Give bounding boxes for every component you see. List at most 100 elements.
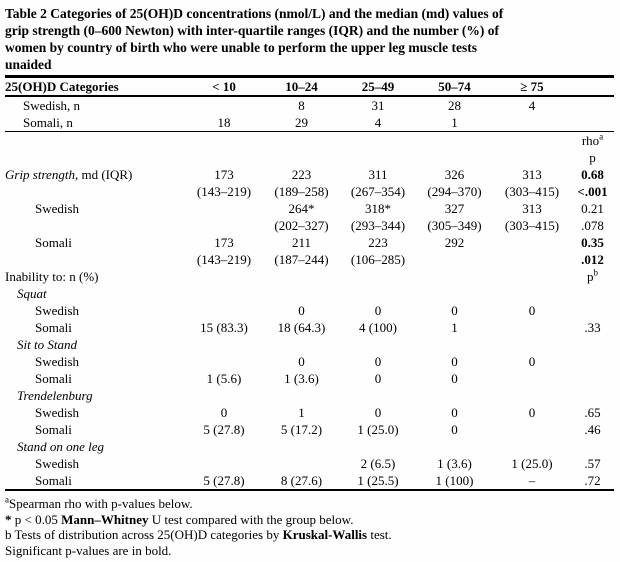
data-cell xyxy=(340,438,416,455)
table-row-swedish-n: Swedish, n 8 31 28 4 xyxy=(5,96,614,114)
data-cell: 0 xyxy=(451,405,458,420)
data-cell: 313 xyxy=(522,167,542,182)
data-cell xyxy=(185,217,263,234)
data-cell: 28 xyxy=(448,98,461,113)
section-label: Trendelenburg xyxy=(17,388,93,403)
footnote-star-bold: Mann–Whitney xyxy=(61,511,149,527)
data-cell xyxy=(416,251,493,268)
data-cell: 0 xyxy=(374,303,382,318)
data-cell: (187–244) xyxy=(274,252,329,267)
header-col-ge75: ≥ 75 xyxy=(493,76,571,97)
data-cell: 29 xyxy=(263,114,340,132)
stat-cell: .012 xyxy=(581,252,604,267)
data-cell xyxy=(493,132,571,150)
footnote-a-superscript: a xyxy=(5,494,9,505)
data-cell xyxy=(416,336,493,353)
table-row-p-header: p xyxy=(5,149,614,166)
stat-cell xyxy=(571,114,614,132)
data-cell xyxy=(263,387,340,404)
stat-cell: <.001 xyxy=(577,184,608,199)
stat-cell-rho: rhoa xyxy=(571,132,614,150)
data-cell: (293–344) xyxy=(350,218,406,233)
table-row-rho-header: rhoa xyxy=(5,132,614,150)
data-cell: (267–354) xyxy=(350,184,406,199)
data-cell xyxy=(263,268,340,285)
data-cell xyxy=(340,132,416,150)
table-row-grip-swedish-iqr: (202–327) (293–344) (305–349) (303–415) … xyxy=(5,217,614,234)
table-row-grip-strength-iqr: (143–219) (189–258) (267–354) (294–370) … xyxy=(5,183,614,200)
footnote-kruskal-wallis: b Tests of distribution across 25(OH)D c… xyxy=(5,527,614,543)
footnotes: aSpearman rho with p-values below. * p <… xyxy=(5,494,614,558)
table-row-somali-n: Somali, n 18 29 4 1 xyxy=(5,114,614,132)
data-cell: 4 xyxy=(340,114,416,132)
header-col-stat xyxy=(571,76,614,97)
data-cell xyxy=(493,149,571,166)
data-cell: 211 xyxy=(291,235,312,250)
data-cell: 4 (100) xyxy=(359,320,397,335)
header-col-lt10: < 10 xyxy=(185,76,263,97)
data-cell xyxy=(263,149,340,166)
data-cell: 264* xyxy=(288,201,315,216)
row-label: Somali xyxy=(35,235,72,250)
data-cell xyxy=(185,149,263,166)
p-superscript: b xyxy=(593,267,599,278)
data-cell xyxy=(340,268,416,285)
data-cell: 0 xyxy=(374,371,382,386)
data-cell: 8 (27.6) xyxy=(280,473,323,488)
stat-cell: 0.35 xyxy=(581,235,604,250)
data-cell: 5 (27.8) xyxy=(203,473,245,488)
data-cell: 0 xyxy=(298,303,305,318)
stat-cell xyxy=(571,302,614,319)
data-cell: – xyxy=(528,473,536,488)
data-cell xyxy=(185,387,263,404)
table-row-sit-somali: Somali 1 (5.6) 1 (3.6) 0 0 xyxy=(5,370,614,387)
footnote-spearman: aSpearman rho with p-values below. xyxy=(5,494,614,512)
data-cell: 1 (25.0) xyxy=(511,456,553,471)
data-cell xyxy=(263,455,340,472)
data-cell xyxy=(493,251,571,268)
data-cell: 0 xyxy=(451,422,458,437)
data-cell xyxy=(493,387,571,404)
header-col-10-24: 10–24 xyxy=(263,76,340,97)
table-title-line: grip strength (0–600 Newton) with inter-… xyxy=(5,23,499,38)
data-cell xyxy=(493,370,571,387)
data-cell: 173 xyxy=(214,167,234,182)
data-cell: 18 xyxy=(185,114,263,132)
table-title: Table 2 Categories of 25(OH)D concentrat… xyxy=(5,5,611,73)
data-cell: 1 (3.6) xyxy=(284,371,319,386)
data-cell: 1 xyxy=(298,405,305,420)
stat-cell-pb: pb xyxy=(571,268,614,285)
data-cell xyxy=(416,132,493,150)
data-cell: 0 xyxy=(451,371,458,386)
data-cell: 5 (17.2) xyxy=(280,422,323,437)
data-cell: (303–415) xyxy=(504,218,560,233)
header-col-50-74: 50–74 xyxy=(416,76,493,97)
data-cell: 5 (27.8) xyxy=(203,422,245,437)
table-row-grip-somali: Somali 173 211 223 292 0.35 xyxy=(5,234,614,251)
table-title-line: women by country of birth who were unabl… xyxy=(5,40,477,55)
data-cell: 0 xyxy=(451,354,458,369)
data-cell xyxy=(416,387,493,404)
data-cell xyxy=(493,336,571,353)
data-cell: 15 (83.3) xyxy=(200,320,248,335)
stat-cell: .46 xyxy=(584,422,601,437)
data-cell: 0 xyxy=(451,303,458,318)
footnote-b-pre: b Tests of distribution across 25(OH)D c… xyxy=(5,527,283,542)
footnote-b-bold: Kruskal-Wallis xyxy=(282,527,368,542)
stat-cell xyxy=(571,96,614,114)
footnote-star-post: U test compared with the group below. xyxy=(148,511,354,527)
stat-cell xyxy=(571,336,614,353)
stat-cell xyxy=(571,438,614,455)
data-cell xyxy=(185,455,263,472)
row-label xyxy=(5,217,185,234)
row-label-inability: Inability to: n (%) xyxy=(5,269,99,284)
stat-cell-p: p xyxy=(589,150,596,165)
data-cell: 1 (25.0) xyxy=(357,422,399,437)
table-row-trend-somali: Somali 5 (27.8) 5 (17.2) 1 (25.0) 0 .46 xyxy=(5,421,614,438)
p-label: p xyxy=(587,269,594,284)
table-row-grip-swedish: Swedish 264* 318* 327 313 0.21 xyxy=(5,200,614,217)
data-cell xyxy=(493,421,571,438)
data-cell: 327 xyxy=(444,201,465,216)
data-table: 25(OH)D Categories < 10 10–24 25–49 50–7… xyxy=(5,75,614,491)
